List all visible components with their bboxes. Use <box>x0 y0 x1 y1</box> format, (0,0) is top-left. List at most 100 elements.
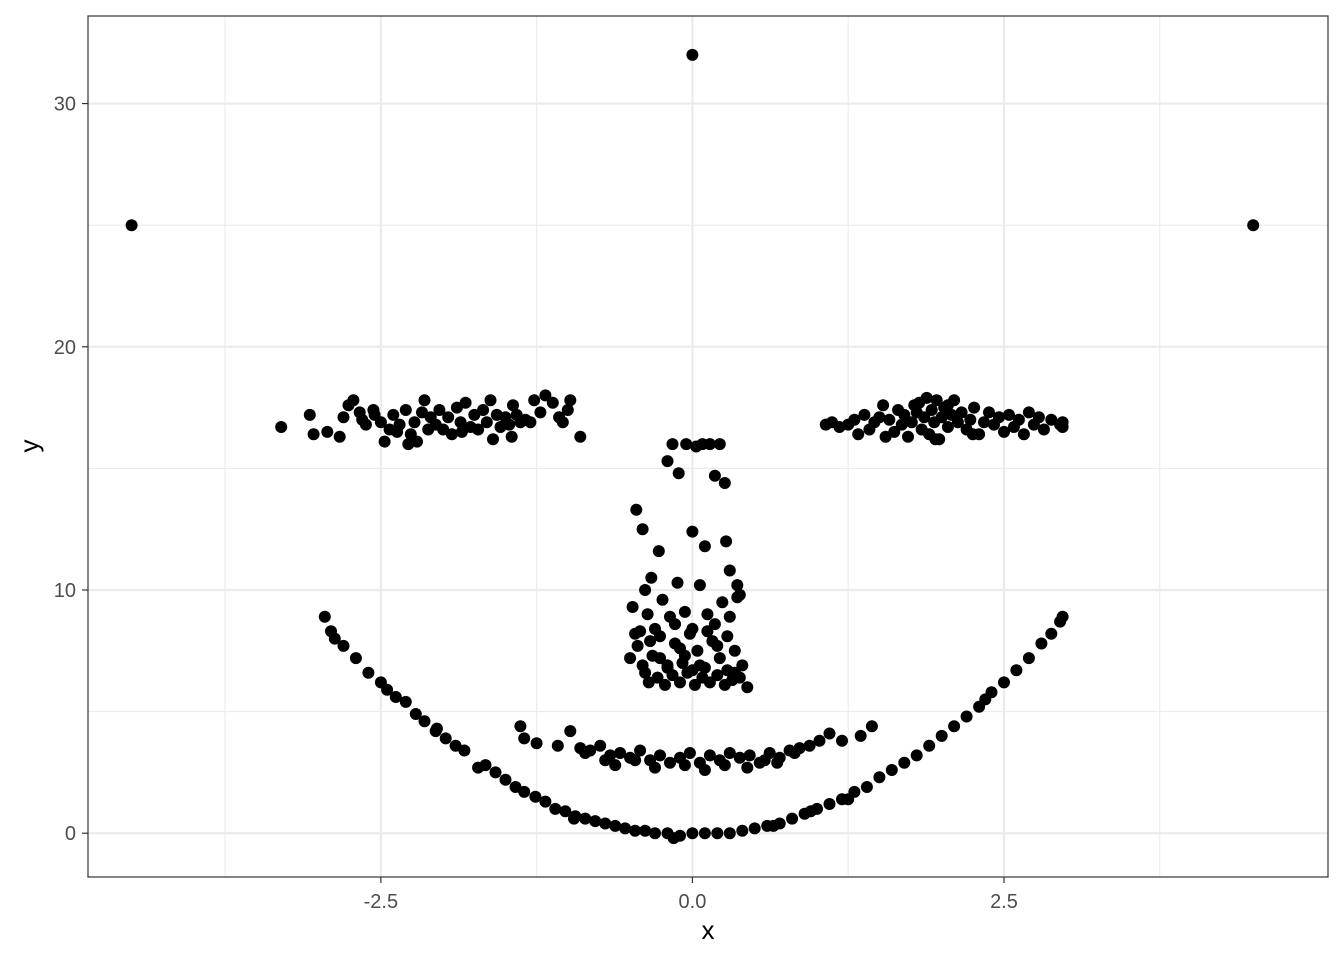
data-point <box>307 428 320 441</box>
data-point <box>449 739 462 752</box>
data-point <box>629 754 642 767</box>
data-point <box>651 671 664 684</box>
data-point <box>711 827 724 840</box>
data-point <box>368 408 381 421</box>
data-point <box>788 747 801 759</box>
data-point <box>1035 637 1048 650</box>
data-point <box>929 433 942 446</box>
data-point <box>556 416 569 429</box>
data-point <box>1032 411 1045 424</box>
data-point <box>391 425 404 438</box>
data-point <box>680 438 693 451</box>
data-point <box>1056 610 1069 623</box>
data-point <box>666 438 679 451</box>
data-point <box>683 627 696 640</box>
data-point <box>450 401 463 414</box>
data-point <box>433 404 446 416</box>
data-point <box>631 639 644 652</box>
data-point <box>968 401 981 414</box>
data-point <box>1012 413 1025 426</box>
data-point <box>629 627 642 640</box>
data-point <box>948 720 961 733</box>
data-point <box>1022 652 1035 665</box>
data-point <box>442 411 455 424</box>
data-point <box>614 747 627 759</box>
data-point <box>905 416 918 429</box>
data-point <box>748 822 761 835</box>
data-point <box>902 430 914 443</box>
data-point <box>402 438 415 451</box>
data-point <box>534 406 547 419</box>
data-point <box>998 425 1010 438</box>
data-point <box>858 408 871 421</box>
data-point <box>507 399 519 412</box>
data-point <box>852 428 865 441</box>
data-point <box>686 664 699 677</box>
data-point <box>528 394 541 407</box>
data-point <box>686 48 699 61</box>
data-point <box>823 727 836 740</box>
x-axis-ticks: -2.5 0.0 2.5 <box>364 877 1018 913</box>
data-point <box>530 737 543 750</box>
data-point <box>539 389 552 402</box>
data-point <box>661 661 674 674</box>
data-point <box>408 416 421 429</box>
data-point <box>854 729 867 742</box>
data-point <box>333 430 346 443</box>
data-point <box>883 413 896 426</box>
data-point <box>865 720 878 733</box>
data-point <box>678 759 691 772</box>
data-point <box>349 652 362 665</box>
data-point <box>579 812 592 825</box>
data-point <box>644 635 657 648</box>
data-point <box>661 455 674 468</box>
data-point <box>509 781 522 793</box>
data-point <box>445 428 458 441</box>
data-point <box>439 732 452 745</box>
data-point <box>1045 627 1058 640</box>
data-point <box>941 399 954 412</box>
data-point <box>564 725 577 738</box>
data-point <box>686 525 699 538</box>
x-tick-label: 2.5 <box>990 891 1018 913</box>
data-point <box>667 832 680 845</box>
data-point <box>321 425 334 438</box>
data-point <box>703 676 716 689</box>
data-point <box>728 666 741 679</box>
data-point <box>125 219 138 232</box>
data-point <box>842 793 855 806</box>
data-point <box>720 535 733 548</box>
data-point <box>683 747 696 759</box>
data-point <box>359 418 372 431</box>
data-point <box>723 827 736 840</box>
data-point <box>654 652 666 665</box>
data-point <box>518 785 531 798</box>
data-point <box>347 394 360 407</box>
data-point <box>654 749 666 762</box>
data-point <box>731 579 744 592</box>
data-point <box>923 739 936 752</box>
data-point <box>477 404 490 416</box>
data-point <box>472 423 485 436</box>
data-point <box>659 678 671 691</box>
data-point <box>708 618 721 631</box>
plot-border <box>87 15 1329 878</box>
data-point <box>303 408 316 421</box>
data-point <box>731 591 744 604</box>
data-point <box>579 747 592 759</box>
data-point <box>652 545 665 558</box>
data-point <box>993 411 1005 424</box>
data-point <box>505 430 518 443</box>
data-point <box>1037 423 1050 436</box>
data-point <box>551 739 564 752</box>
data-point <box>920 391 933 404</box>
data-point <box>672 467 685 480</box>
data-point <box>879 430 892 443</box>
data-point <box>1003 408 1015 421</box>
data-point <box>955 406 968 419</box>
data-point <box>636 523 649 536</box>
data-point <box>639 584 652 596</box>
data-point <box>499 773 512 786</box>
data-point <box>389 691 402 703</box>
data-point <box>629 824 642 837</box>
